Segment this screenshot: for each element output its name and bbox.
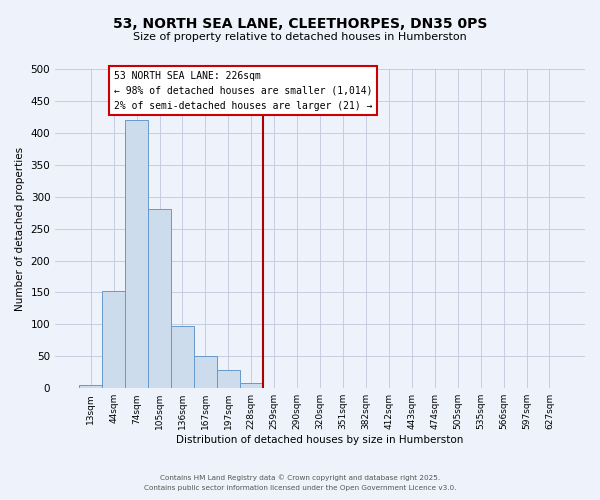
Bar — [148, 209, 171, 388]
Text: Size of property relative to detached houses in Humberston: Size of property relative to detached ho… — [133, 32, 467, 42]
Bar — [79, 385, 102, 388]
Text: 53 NORTH SEA LANE: 226sqm
← 98% of detached houses are smaller (1,014)
2% of sem: 53 NORTH SEA LANE: 226sqm ← 98% of detac… — [113, 71, 372, 110]
Text: Contains HM Land Registry data © Crown copyright and database right 2025.: Contains HM Land Registry data © Crown c… — [160, 474, 440, 481]
Y-axis label: Number of detached properties: Number of detached properties — [15, 146, 25, 310]
Bar — [194, 356, 217, 388]
Bar — [171, 326, 194, 388]
Bar — [125, 120, 148, 388]
Bar — [102, 291, 125, 388]
Text: 53, NORTH SEA LANE, CLEETHORPES, DN35 0PS: 53, NORTH SEA LANE, CLEETHORPES, DN35 0P… — [113, 18, 487, 32]
Bar — [217, 370, 240, 388]
X-axis label: Distribution of detached houses by size in Humberston: Distribution of detached houses by size … — [176, 435, 464, 445]
Bar — [240, 383, 263, 388]
Text: Contains public sector information licensed under the Open Government Licence v3: Contains public sector information licen… — [144, 485, 456, 491]
